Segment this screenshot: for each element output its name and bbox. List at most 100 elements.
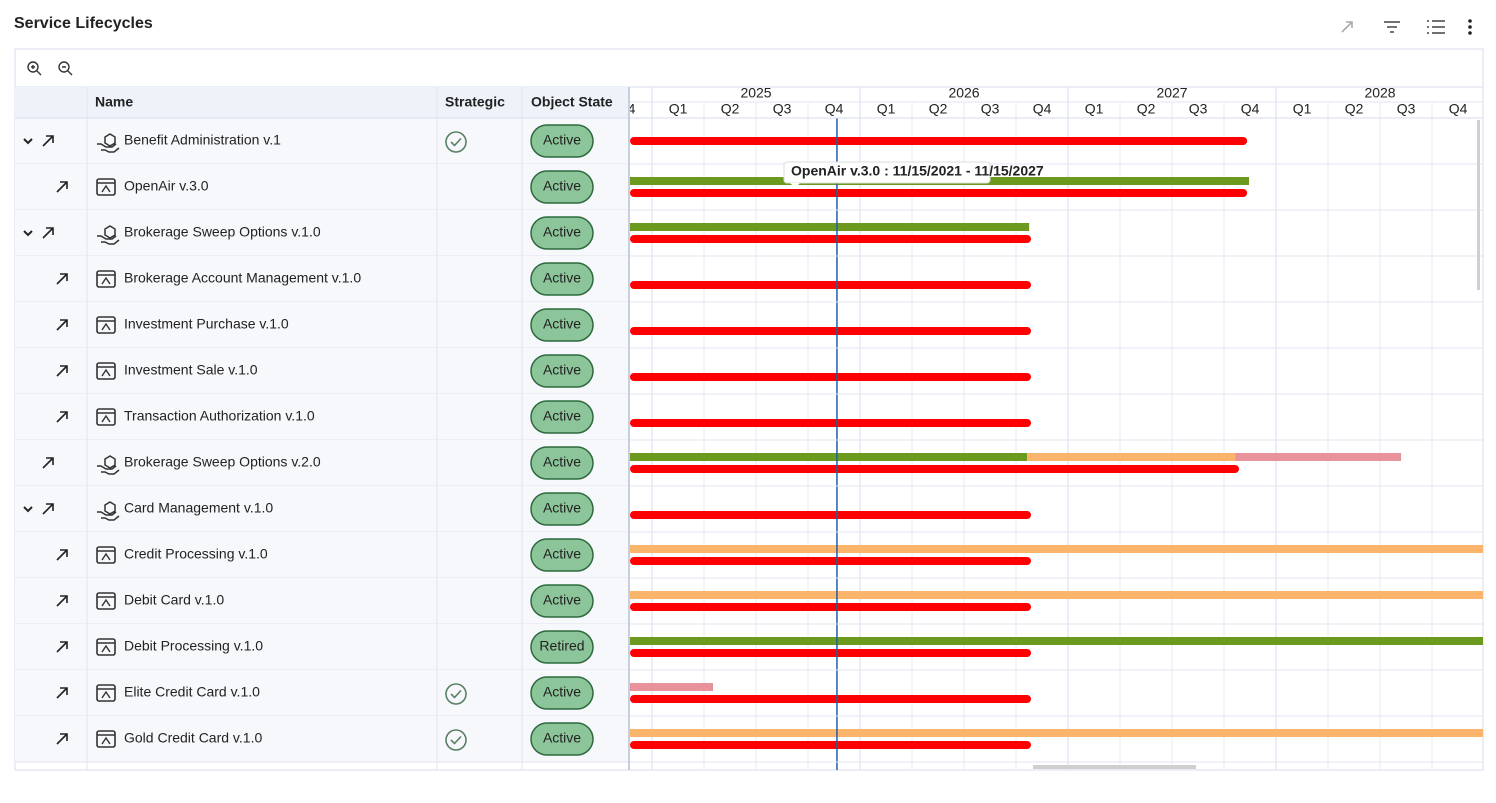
application-icon: [97, 182, 115, 193]
lifecycle-bar: [630, 419, 1032, 427]
service-icon: [97, 225, 120, 245]
open-link: [56, 641, 68, 653]
quarter-label: Q1: [1085, 101, 1104, 117]
open-icon[interactable]: [1341, 21, 1353, 33]
state-label: Active: [543, 730, 581, 746]
state-label: Active: [543, 316, 581, 332]
zoom-controls[interactable]: [27, 61, 73, 76]
table-row[interactable]: Transaction Authorization v.1.0 Active: [56, 400, 594, 434]
toolbar[interactable]: [1341, 19, 1472, 35]
row-name: Transaction Authorization v.1.0: [124, 408, 315, 424]
row-bg: [15, 624, 629, 670]
application-icon: [97, 688, 115, 699]
row-name: Investment Sale v.1.0: [124, 362, 258, 378]
table-header: [15, 87, 629, 118]
filter-icon[interactable]: [1384, 21, 1400, 33]
quarter-label: Q1: [669, 101, 688, 117]
lifecycle-bar: [630, 189, 1248, 197]
open-link: [56, 365, 68, 377]
lifecycle-bar: [1235, 453, 1402, 461]
table-row[interactable]: Investment Sale v.1.0 Active: [56, 354, 594, 388]
scrollbar: [1033, 765, 1196, 769]
open-link: [42, 227, 54, 239]
lifecycle-bar: [1027, 453, 1236, 461]
table-row[interactable]: Gold Credit Card v.1.0 Active: [56, 722, 594, 756]
table-row[interactable]: Debit Processing v.1.0 Retired: [56, 630, 594, 664]
open-link: [42, 135, 54, 147]
table-row[interactable]: Brokerage Sweep Options v.2.0 Active: [42, 446, 594, 480]
strategic-check: [445, 729, 467, 751]
row-name: Benefit Administration v.1: [124, 132, 281, 148]
strategic-check: [445, 683, 467, 705]
lifecycle-bar: [630, 453, 1028, 461]
row-name: Brokerage Sweep Options v.1.0: [124, 224, 321, 240]
application-icon: [97, 274, 115, 285]
lifecycle-bar: [630, 557, 1032, 565]
application-icon: [97, 366, 115, 377]
row-bg: [15, 348, 629, 394]
row-name: Brokerage Sweep Options v.2.0: [124, 454, 321, 470]
quarter-label: Q1: [1293, 101, 1312, 117]
table-row[interactable]: Elite Credit Card v.1.0 Active: [56, 676, 594, 710]
lifecycle-bar: [630, 695, 1032, 703]
quarter-label: Q4: [1033, 101, 1052, 117]
strategic-check: [445, 131, 467, 153]
open-link: [56, 273, 68, 285]
row-bg: [15, 302, 629, 348]
list-icon[interactable]: [1427, 20, 1445, 34]
row-bg: [15, 716, 629, 762]
application-icon: [97, 412, 115, 423]
lifecycle-bar: [630, 649, 1032, 657]
quarter-label: Q3: [981, 101, 1000, 117]
state-pill: [530, 400, 594, 434]
open-link: [42, 503, 54, 515]
table-row[interactable]: Credit Processing v.1.0 Active: [56, 538, 594, 572]
application-icon: [96, 684, 116, 702]
row-bg: [15, 164, 629, 210]
quarter-label: Q3: [1397, 101, 1416, 117]
lifecycle-bar: [630, 591, 1483, 599]
quarter-label: Q4: [825, 101, 844, 117]
state-label: Active: [543, 592, 581, 608]
row-name: Gold Credit Card v.1.0: [124, 730, 262, 746]
state-label: Retired: [539, 638, 584, 654]
table-row[interactable]: Brokerage Account Management v.1.0 Active: [56, 262, 594, 296]
table-row[interactable]: OpenAir v.3.0 Active: [56, 170, 594, 204]
table-row[interactable]: Benefit Administration v.1 Active: [23, 124, 594, 158]
tooltip: OpenAir v.3.0 : 11/15/2021 - 11/15/2027: [783, 161, 1044, 188]
table-row[interactable]: Brokerage Sweep Options v.1.0 Active: [23, 216, 594, 250]
state-label: Active: [543, 178, 581, 194]
state-pill: [530, 216, 594, 250]
lifecycle-bar: [630, 327, 1032, 335]
quarter-label: Q4: [617, 101, 636, 117]
quarter-label: Q4: [1241, 101, 1260, 117]
application-icon: [96, 178, 116, 196]
state-label: Active: [543, 408, 581, 424]
lifecycle-bar: [630, 281, 1032, 289]
state-pill: [530, 630, 594, 664]
expand-chevron: [23, 138, 33, 145]
row-name: Debit Card v.1.0: [124, 592, 224, 608]
quarter-label: Q1: [877, 101, 896, 117]
lifecycle-bar: [630, 373, 1032, 381]
column-header: Strategic: [445, 94, 505, 110]
row-bg: [15, 532, 629, 578]
table-row[interactable]: Investment Purchase v.1.0 Active: [56, 308, 594, 342]
state-pill: [530, 676, 594, 710]
lifecycle-bar: [630, 545, 1483, 553]
open-link: [56, 181, 68, 193]
row-name: Elite Credit Card v.1.0: [124, 684, 260, 700]
quarter-label: Q4: [1449, 101, 1468, 117]
application-icon: [96, 316, 116, 334]
more-icon[interactable]: [1468, 19, 1472, 35]
row-bg: [15, 118, 629, 164]
open-link: [56, 319, 68, 331]
lifecycle-bar: [630, 683, 713, 691]
table-row[interactable]: Debit Card v.1.0 Active: [56, 584, 594, 618]
column-header: Name: [95, 94, 133, 110]
year-label: 2026: [948, 85, 979, 101]
application-icon: [97, 642, 115, 653]
table-row[interactable]: Card Management v.1.0 Active: [23, 492, 594, 526]
page-title: Service Lifecycles: [14, 15, 153, 32]
state-pill: [530, 308, 594, 342]
